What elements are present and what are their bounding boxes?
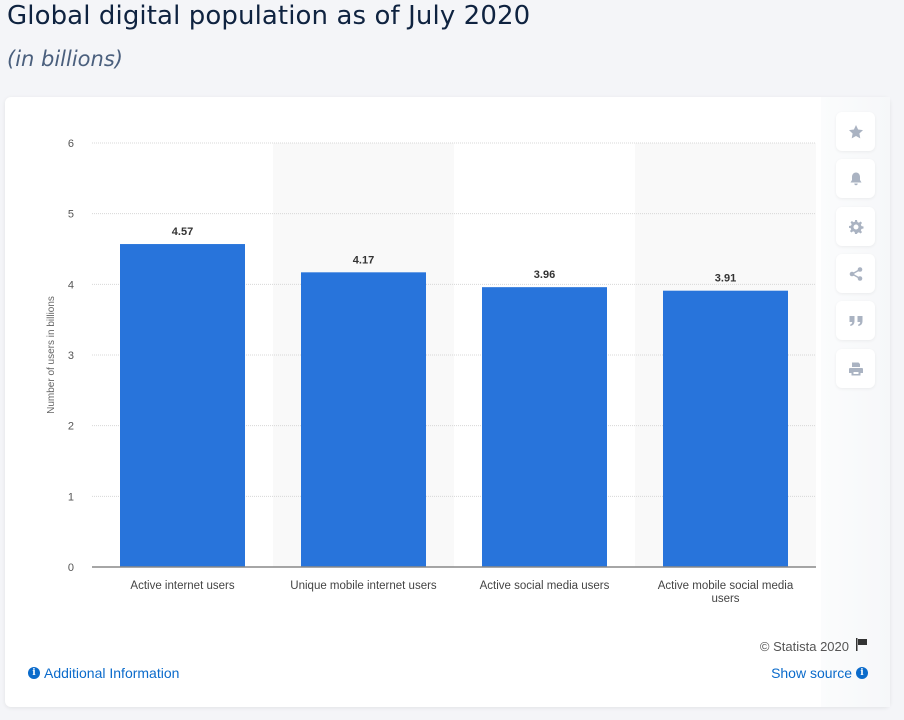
- show-source-label: Show source: [771, 665, 852, 681]
- data-label: 3.96: [534, 269, 555, 281]
- copyright-notice: © Statista 2020: [760, 638, 868, 654]
- y-tick-label: 5: [68, 209, 74, 221]
- share-button[interactable]: [836, 254, 875, 293]
- y-tick-label: 1: [68, 491, 74, 503]
- x-tick-label: Unique mobile internet users: [290, 580, 437, 592]
- info-icon: i: [28, 667, 40, 679]
- x-tick-label: Active internet users: [130, 580, 234, 592]
- printer-icon: [848, 362, 863, 375]
- share-icon: [849, 266, 862, 281]
- x-tick-label: users: [711, 593, 739, 605]
- toolbar-panel: [821, 97, 890, 707]
- x-tick-label: Active mobile social media: [658, 580, 794, 592]
- info-icon: i: [856, 667, 868, 679]
- additional-information-link[interactable]: i Additional Information: [28, 665, 179, 681]
- x-tick-label: Active social media users: [480, 580, 610, 592]
- y-tick-label: 2: [68, 421, 74, 433]
- copyright-text: © Statista 2020: [759, 638, 849, 654]
- bar: [120, 244, 245, 567]
- quote-icon: [849, 315, 862, 326]
- data-label: 4.57: [172, 226, 193, 238]
- settings-button[interactable]: [836, 207, 875, 246]
- cite-button[interactable]: [836, 301, 875, 340]
- bar: [663, 290, 788, 567]
- print-button[interactable]: [836, 349, 875, 388]
- bar: [482, 287, 607, 567]
- flag-icon[interactable]: [855, 638, 868, 654]
- gear-icon: [848, 219, 863, 234]
- y-axis-title: Number of users in billions: [46, 296, 57, 414]
- y-tick-label: 0: [68, 562, 74, 574]
- favorite-button[interactable]: [836, 112, 875, 151]
- y-tick-label: 4: [68, 279, 74, 291]
- y-tick-label: 6: [68, 138, 74, 150]
- page-title: Global digital population as of July 202…: [7, 1, 531, 31]
- y-tick-label: 3: [68, 350, 74, 362]
- notification-button[interactable]: [836, 159, 875, 198]
- star-icon: [848, 124, 863, 138]
- additional-information-label: Additional Information: [44, 665, 180, 681]
- page-subtitle: (in billions): [7, 47, 123, 71]
- show-source-link[interactable]: Show source i: [771, 665, 868, 681]
- bell-icon: [850, 172, 861, 185]
- bar: [301, 272, 426, 567]
- data-label: 4.17: [353, 254, 374, 266]
- data-label: 3.91: [715, 273, 736, 285]
